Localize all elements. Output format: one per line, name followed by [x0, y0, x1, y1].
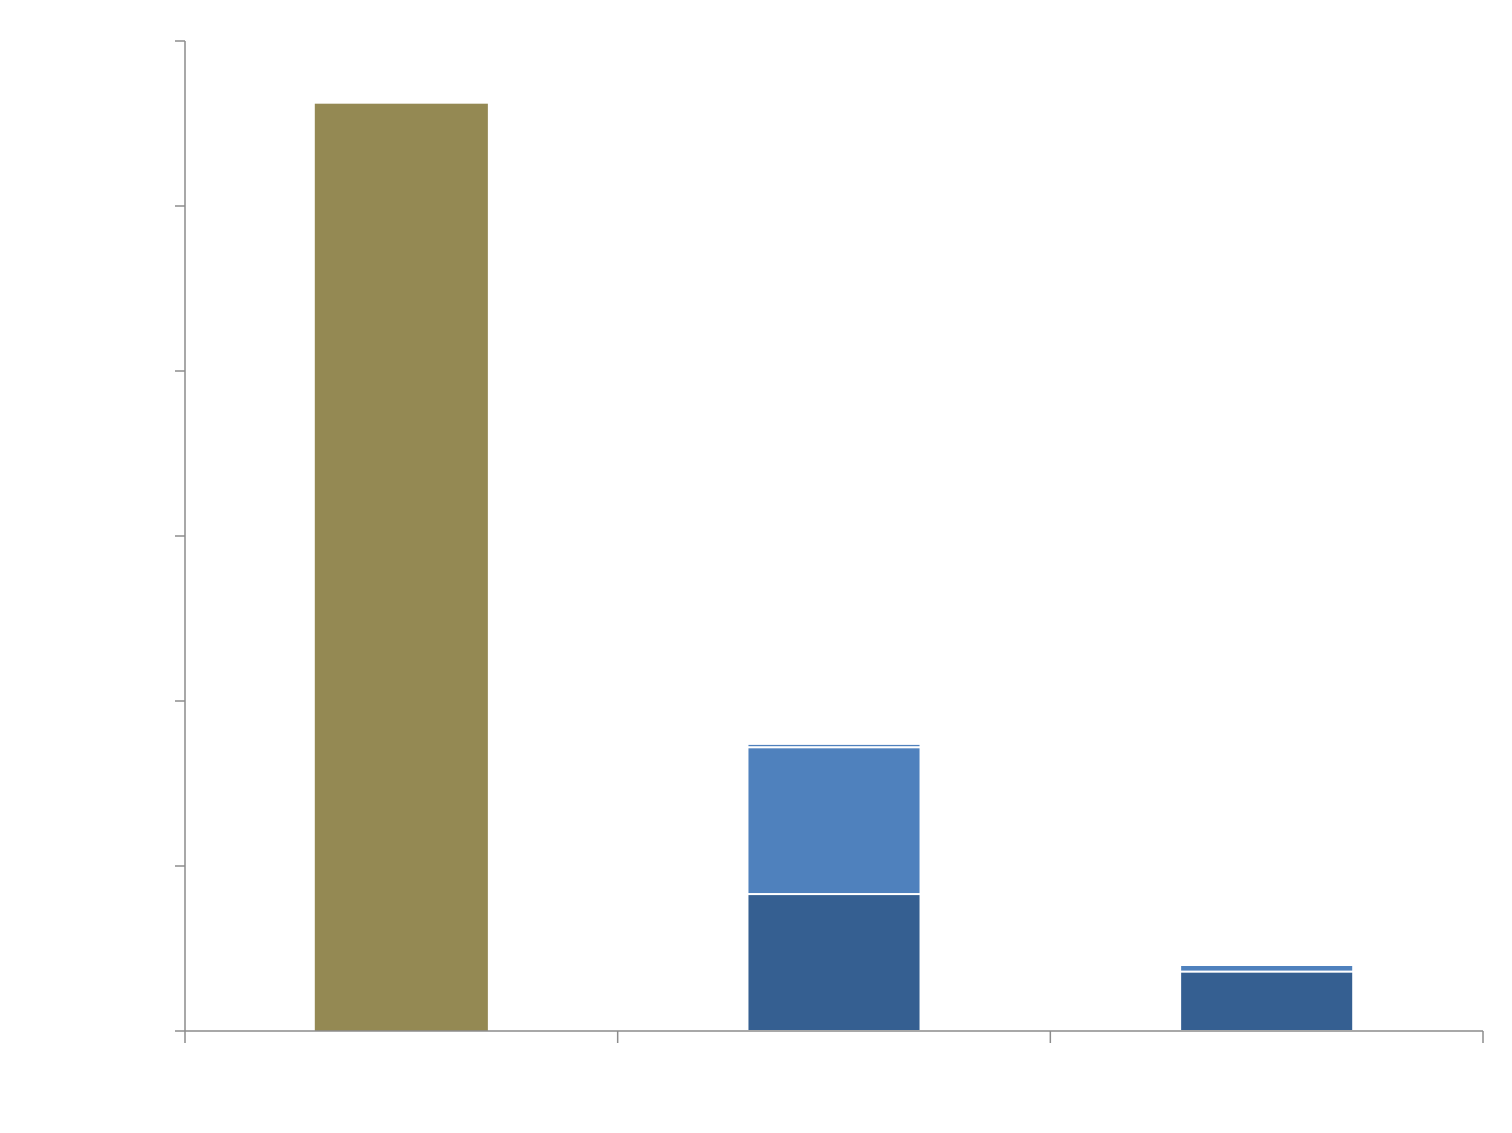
bar-cat3-seg3: [1179, 964, 1355, 973]
bar-cat3-seg2: [1179, 970, 1355, 1032]
bar-cat1-seg1: [314, 103, 488, 1031]
y-ticks: [175, 40, 185, 1032]
bar-cat2-seg4: [746, 742, 922, 749]
bar-cat2-seg2: [746, 893, 922, 1032]
bar-cat2-seg3: [746, 746, 922, 896]
x-ticks: [184, 1031, 1484, 1043]
bars: [314, 103, 1355, 1032]
